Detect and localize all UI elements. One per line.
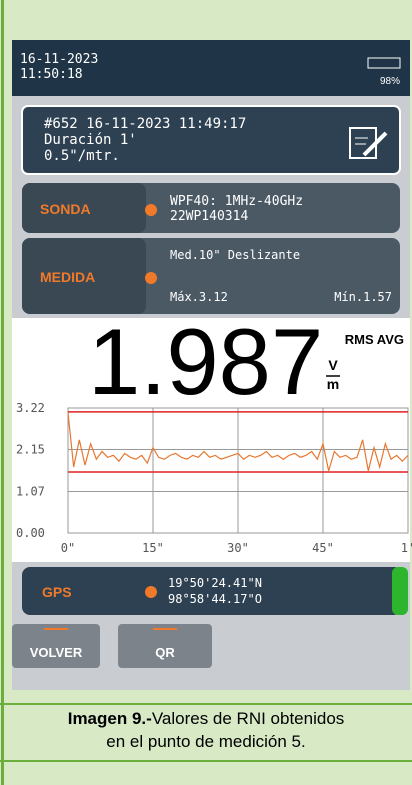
qr-label: QR [155, 645, 175, 660]
medida-line: Med.10" Deslizante [170, 248, 300, 262]
time: 11:50:18 [20, 67, 83, 82]
medida-label-bg [22, 238, 146, 314]
arrow-icon [145, 204, 157, 216]
caption-bold: Imagen 9.- [68, 709, 152, 728]
gps-lat: 19°50'24.41"N [168, 576, 262, 590]
y-tick-label: 1.07 [16, 484, 45, 498]
chart: 0.00 1.07 2.15 3.22 0" 15" 30" 45" 1' [16, 401, 412, 555]
sonda-label: SONDA [40, 201, 91, 217]
date: 16-11-2023 [20, 52, 98, 67]
gps-label: GPS [42, 584, 72, 600]
record-panel[interactable] [21, 105, 401, 175]
sonda-line: WPF40: 1MHz-40GHz [170, 194, 303, 209]
max-label: Máx. [170, 290, 199, 304]
max-value: 3.12 [199, 290, 228, 304]
back-button[interactable] [12, 624, 100, 668]
button-accent [44, 628, 68, 630]
back-label: VOLVER [30, 645, 83, 660]
record-line: 0.5"/mtr. [44, 148, 120, 164]
gps-lon: 98°58'44.17"O [168, 592, 262, 606]
battery-icon [367, 57, 401, 69]
frame-edge [1, 0, 4, 785]
battery: 98% [380, 76, 400, 87]
sonda-line: 22WP140314 [170, 209, 248, 224]
medida-max: Máx.3.12 [170, 290, 228, 304]
gps-status [392, 567, 408, 615]
x-tick-label: 15" [142, 541, 164, 555]
trace [67, 412, 409, 472]
reading-value: 1.987 [88, 309, 323, 414]
medida-label: MEDIDA [40, 269, 95, 285]
x-tick-label: 1' [401, 541, 412, 555]
y-tick-label: 0.00 [16, 526, 45, 540]
x-tick-label: 45" [312, 541, 334, 555]
sonda-label-bg [22, 183, 146, 233]
record-line: #652 16-11-2023 11:49:17 [44, 116, 246, 132]
medida-min: Mín.1.57 [334, 290, 392, 304]
reading-area [12, 318, 410, 562]
reading-mode: RMS AVG [345, 332, 404, 347]
caption-rule [0, 703, 412, 705]
gps-panel[interactable] [22, 567, 402, 615]
arrow-icon [145, 272, 157, 284]
status-bar [12, 40, 410, 96]
caption-text: Valores de RNI obtenidos [152, 709, 344, 728]
min-value: 1.57 [363, 290, 392, 304]
x-tick-label: 30" [227, 541, 249, 555]
edit-icon [349, 127, 388, 159]
caption: Imagen 9.-Valores de RNI obtenidos [68, 709, 345, 728]
button-accent [153, 628, 177, 630]
y-tick-label: 3.22 [16, 401, 45, 415]
caption-line: en el punto de medición 5. [106, 732, 305, 751]
caption-rule [0, 760, 412, 762]
y-tick-label: 2.15 [16, 443, 45, 457]
unit-bottom: m [327, 376, 339, 392]
arrow-icon [145, 586, 157, 598]
qr-button[interactable] [118, 624, 212, 668]
record-line: Duración 1' [44, 132, 137, 148]
x-tick-label: 0" [61, 541, 75, 555]
min-label: Mín. [334, 290, 363, 304]
unit-top: V [328, 357, 338, 373]
